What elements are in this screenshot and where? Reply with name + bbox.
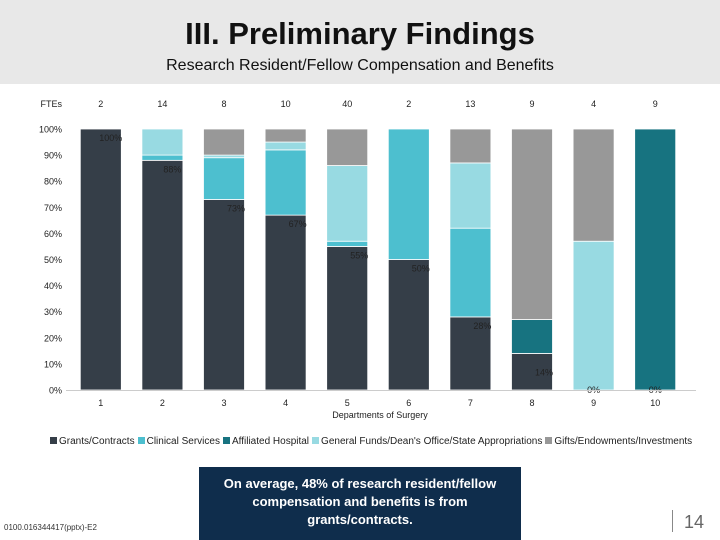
data-label: 28%	[473, 321, 491, 331]
chart-subtitle: Research Resident/Fellow Compensation an…	[166, 57, 554, 74]
x-tick-label: 3	[221, 398, 226, 408]
x-tick-label: 7	[468, 398, 473, 408]
bar-segment	[387, 259, 430, 391]
bar-segment	[264, 128, 307, 143]
bar-segment	[264, 141, 307, 151]
bar-segment	[449, 162, 492, 229]
bar-segment	[449, 316, 492, 391]
title-band	[0, 0, 720, 84]
legend-item: Grants/Contracts	[50, 436, 135, 447]
bar-segment	[511, 128, 553, 320]
legend-swatch	[137, 437, 145, 444]
y-tick-label: 10%	[44, 359, 62, 369]
bar-segment	[264, 149, 307, 216]
fte-value: 10	[281, 99, 291, 109]
fte-row-label: FTEs	[41, 99, 63, 109]
legend-label: Clinical Services	[146, 436, 220, 447]
summary-callout: On average, 48% of research resident/fel…	[199, 467, 521, 540]
legend-label: Grants/Contracts	[59, 436, 135, 447]
y-tick-label: 40%	[44, 281, 62, 291]
x-tick-label: 6	[406, 398, 411, 408]
y-tick-label: 60%	[44, 229, 62, 239]
y-tick-label: 90%	[44, 151, 62, 161]
bar-segment	[326, 165, 369, 242]
y-tick-label: 80%	[44, 177, 62, 187]
bar-segment	[203, 157, 245, 200]
x-tick-label: 8	[529, 398, 534, 408]
chart-legend: Grants/Contracts Clinical Services Affilia…	[50, 436, 710, 447]
y-tick-label: 70%	[44, 203, 62, 213]
data-label: 50%	[412, 264, 430, 274]
slide-title: III. Preliminary Findings	[185, 16, 535, 51]
data-label: 14%	[535, 367, 553, 377]
fte-value: 9	[653, 99, 658, 109]
bar-segment	[79, 128, 122, 391]
legend-item: Clinical Services	[137, 436, 220, 447]
legend-swatch	[222, 437, 230, 444]
fte-value: 2	[406, 99, 411, 109]
x-tick-label: 10	[650, 398, 660, 408]
bar-segment	[203, 199, 245, 391]
bar-segment	[326, 128, 369, 166]
data-label: 100%	[99, 133, 122, 143]
x-tick-label: 5	[345, 398, 350, 408]
y-tick-label: 30%	[44, 307, 62, 317]
bar-segment	[449, 227, 492, 318]
bar-segment	[326, 246, 369, 391]
fte-value: 8	[221, 99, 226, 109]
bar-segment	[387, 128, 430, 260]
x-tick-label: 2	[160, 398, 165, 408]
data-label: 67%	[289, 219, 307, 229]
bar-segment	[141, 154, 184, 161]
fte-value: 14	[157, 99, 167, 109]
bar-segment	[511, 353, 553, 391]
bar-segment	[449, 128, 492, 164]
x-tick-label: 9	[591, 398, 596, 408]
bar-segment	[264, 214, 307, 391]
y-tick-label: 100%	[39, 125, 62, 135]
bar-segment	[203, 128, 245, 156]
legend-item: Gifts/Endowments/Investments	[545, 436, 692, 447]
legend-item: Affiliated Hospital	[222, 436, 310, 447]
data-label: 55%	[350, 250, 368, 260]
bar-segment	[326, 240, 369, 247]
legend-label: Gifts/Endowments/Investments	[554, 436, 693, 447]
fte-value: 9	[529, 99, 534, 109]
fte-value: 2	[98, 99, 103, 109]
document-id: 0100.016344417(pptx)-E2	[4, 523, 97, 532]
bar-segment	[141, 159, 184, 391]
legend-label: Affiliated Hospital	[231, 436, 310, 447]
legend-swatch	[545, 437, 553, 444]
bar-segment	[634, 128, 677, 391]
page-number-divider	[672, 510, 673, 532]
x-tick-label: 1	[98, 398, 103, 408]
data-label: 73%	[227, 203, 245, 213]
legend-swatch	[50, 437, 57, 444]
legend-swatch	[312, 437, 320, 444]
stacked-bar-chart: 0%10%20%30%40%50%60%70%80%90%100%FTEs 2 14…	[39, 99, 696, 420]
bar-segment	[572, 240, 615, 391]
bar-segment	[511, 319, 553, 354]
fte-value: 13	[465, 99, 475, 109]
y-tick-label: 50%	[44, 255, 62, 265]
x-tick-label: 4	[283, 398, 288, 408]
bar-segment	[141, 128, 184, 156]
bar-segment	[572, 128, 615, 242]
y-tick-label: 20%	[44, 333, 62, 343]
data-label: 88%	[163, 164, 181, 174]
fte-value: 40	[342, 99, 352, 109]
y-tick-label: 0%	[49, 386, 62, 396]
legend-item: General Funds/Dean's Office/State Approp…	[312, 436, 542, 447]
legend-label: General Funds/Dean's Office/State Approp…	[321, 436, 543, 447]
x-axis-title: Departments of Surgery	[332, 410, 428, 420]
fte-value: 4	[591, 99, 596, 109]
page-number: 14	[684, 512, 705, 532]
